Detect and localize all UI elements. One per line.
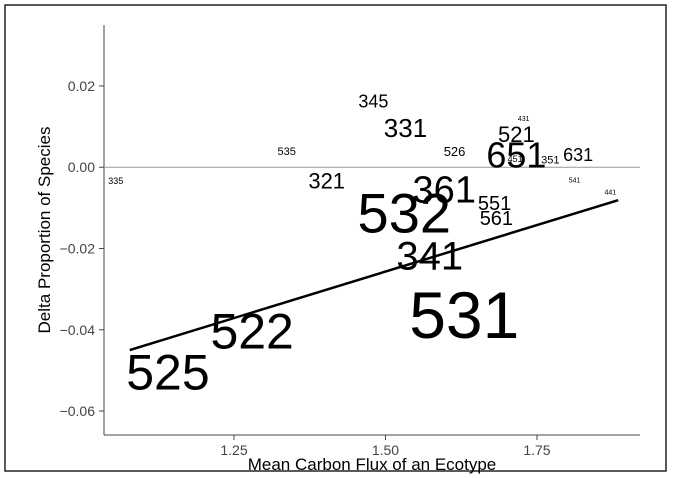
point-label: 532 <box>358 182 451 245</box>
trend-line <box>129 198 619 352</box>
point-label: 551 <box>478 193 511 215</box>
point-label: 431 <box>518 116 530 123</box>
point-label: 451 <box>508 154 523 164</box>
point-label: 521 <box>498 122 535 147</box>
point-label: 531 <box>409 278 519 352</box>
point-label: 525 <box>126 344 209 400</box>
point-label: 335 <box>108 176 123 186</box>
y-tick-label: −0.06 <box>60 403 96 419</box>
point-label: 441 <box>604 190 616 197</box>
point-label: 526 <box>444 144 466 159</box>
point-label: 331 <box>384 113 427 143</box>
y-tick-label: 0.00 <box>68 159 95 175</box>
x-axis-title: Mean Carbon Flux of an Ecotype <box>248 455 497 474</box>
point-label: 561 <box>480 208 513 230</box>
y-tick-label: −0.04 <box>60 322 96 338</box>
point-label: 361 <box>413 169 476 211</box>
point-label: 351 <box>541 154 559 166</box>
point-label: 341 <box>396 235 463 279</box>
y-tick-label: −0.02 <box>60 240 96 256</box>
x-tick-label: 1.75 <box>523 442 550 458</box>
point-label: 535 <box>278 146 296 158</box>
x-tick-label: 1.25 <box>220 442 247 458</box>
point-label: 651 <box>486 135 546 176</box>
point-label: 345 <box>358 91 388 111</box>
frame <box>4 4 667 472</box>
x-tick-label: 1.50 <box>372 442 399 458</box>
point-label: 631 <box>563 145 593 165</box>
y-axis-title: Delta Proportion of Species <box>35 127 54 334</box>
point-label: 541 <box>569 178 581 185</box>
y-tick-label: 0.02 <box>68 78 95 94</box>
point-label: 321 <box>308 169 345 194</box>
